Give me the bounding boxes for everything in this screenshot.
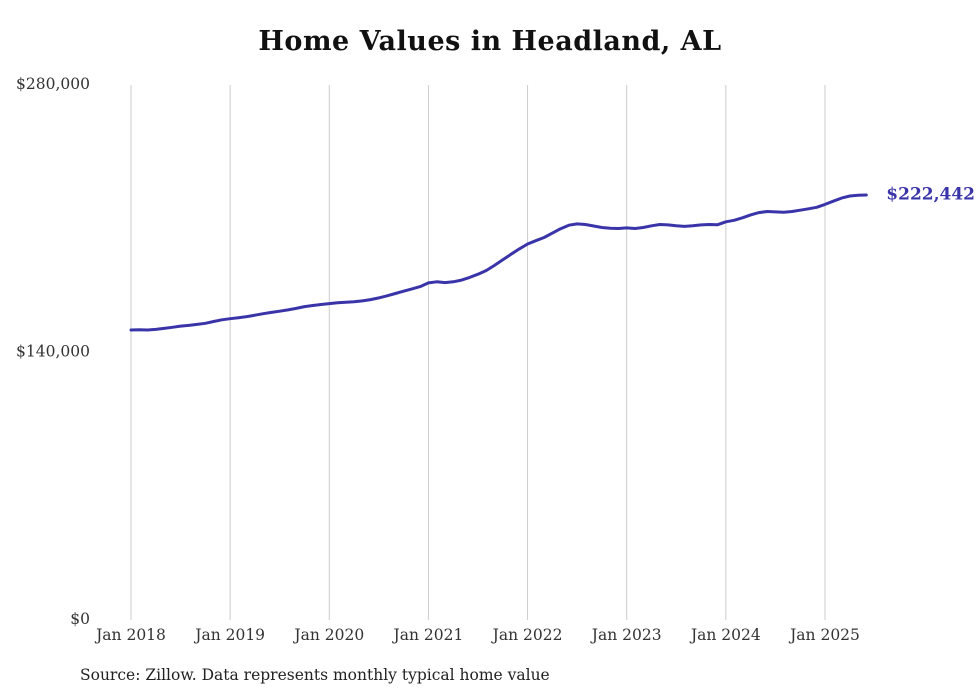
home-value-line [129, 193, 868, 332]
x-axis-tick-label: Jan 2023 [590, 626, 662, 644]
x-axis-tick-label: Jan 2021 [392, 626, 464, 644]
x-axis-tick-label: Jan 2025 [788, 626, 860, 644]
y-axis-tick-label: $140,000 [16, 343, 90, 361]
chart-title: Home Values in Headland, AL [258, 26, 722, 57]
x-axis-tick-label: Jan 2024 [689, 626, 761, 644]
latest-value-label: $222,442 [886, 184, 975, 204]
y-axis-tick-label: $280,000 [16, 75, 90, 93]
x-axis-tick-label: Jan 2020 [292, 626, 364, 644]
y-axis-tick-label: $0 [70, 610, 90, 628]
x-axis-tick-label: Jan 2019 [193, 626, 265, 644]
x-axis-tick-label: Jan 2022 [491, 626, 563, 644]
source-note: Source: Zillow. Data represents monthly … [80, 666, 550, 684]
x-axis-tick-label: Jan 2018 [94, 626, 166, 644]
